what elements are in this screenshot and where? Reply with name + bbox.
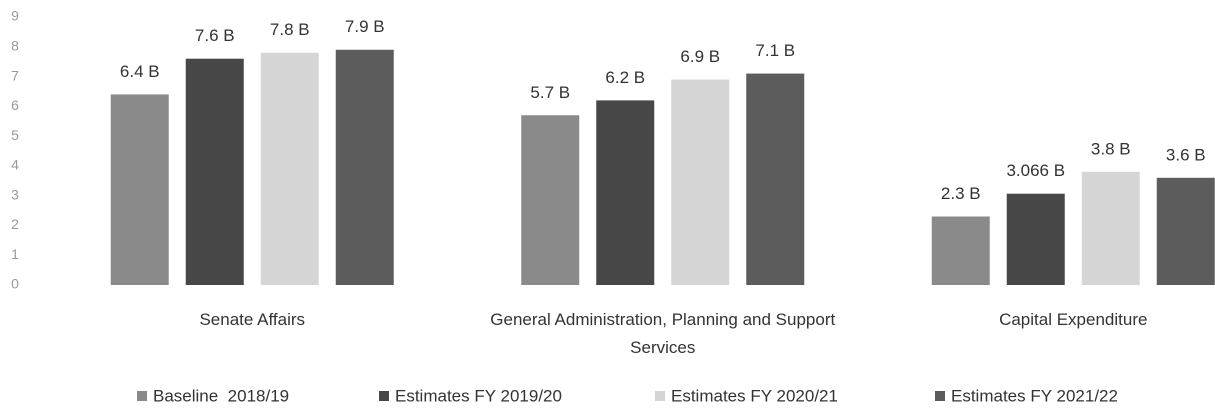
y-tick-label: 9: [11, 8, 19, 24]
legend-swatch: [137, 391, 147, 401]
bar: [110, 94, 169, 285]
bar: [335, 49, 394, 285]
y-tick-label: 3: [11, 186, 19, 202]
legend-label: Estimates FY 2020/21: [671, 386, 838, 405]
y-tick-label: 2: [11, 216, 19, 232]
bar: [1081, 171, 1140, 285]
legend-swatch: [655, 391, 665, 401]
y-tick-label: 0: [11, 276, 19, 292]
legend-swatch: [379, 391, 389, 401]
y-tick-label: 7: [11, 67, 19, 83]
legend-swatch: [935, 391, 945, 401]
value-label: 3.6 B: [1166, 145, 1206, 164]
x-tick-label: General Administration, Planning and Sup…: [490, 310, 836, 357]
value-label: 3.8 B: [1091, 139, 1131, 158]
x-tick-label: Capital Expenditure: [999, 310, 1148, 329]
bar: [521, 115, 580, 286]
bar: [596, 100, 655, 285]
y-tick-label: 4: [11, 157, 19, 173]
y-tick-label: 8: [11, 37, 19, 53]
value-label: 2.3 B: [941, 184, 981, 203]
bar: [746, 73, 805, 285]
bar: [671, 79, 730, 286]
value-label: 7.6 B: [195, 26, 235, 45]
legend-label: Estimates FY 2019/20: [395, 386, 562, 405]
value-label: 7.8 B: [270, 20, 310, 39]
value-label: 6.4 B: [120, 62, 160, 81]
bar: [931, 216, 990, 285]
legend-label: Baseline 2018/19: [153, 386, 289, 405]
bar: [185, 58, 244, 285]
y-tick-label: 6: [11, 97, 19, 113]
value-label: 5.7 B: [530, 83, 570, 102]
y-tick-label: 1: [11, 246, 19, 262]
bar: [1006, 193, 1065, 285]
value-label: 3.066 B: [1006, 161, 1065, 180]
value-label: 6.2 B: [605, 68, 645, 87]
bar: [1156, 177, 1215, 285]
legend-label: Estimates FY 2021/22: [951, 386, 1118, 405]
y-tick-label: 5: [11, 127, 19, 143]
x-tick-label: Senate Affairs: [199, 310, 306, 329]
value-label: 6.9 B: [680, 47, 720, 66]
bar: [260, 52, 319, 285]
value-label: 7.1 B: [755, 41, 795, 60]
value-label: 7.9 B: [345, 17, 385, 36]
